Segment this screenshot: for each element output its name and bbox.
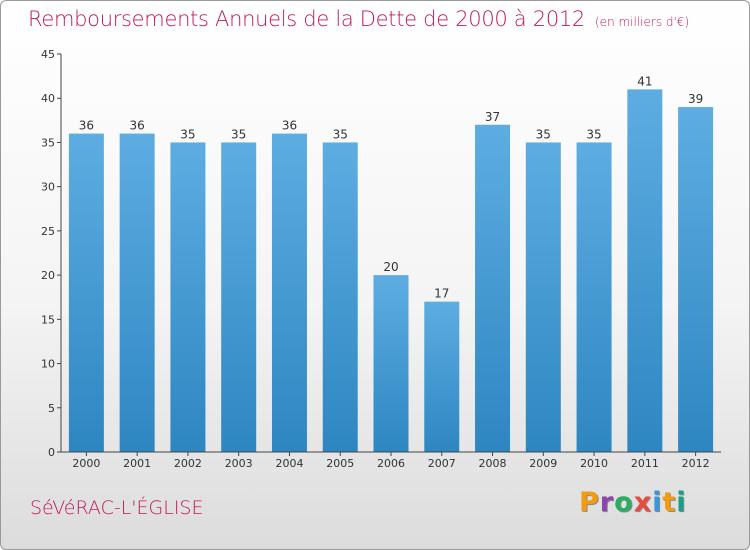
bar-2004 [271, 133, 307, 452]
bar-value-label: 36 [282, 119, 297, 133]
commune-name: SéVéRAC-L'ÉGLISE [30, 497, 204, 519]
x-tick-label: 2012 [682, 457, 710, 470]
bar-value-label: 20 [383, 260, 398, 274]
y-tick-label: 35 [41, 136, 55, 149]
bar-value-label: 39 [688, 92, 703, 106]
bar-value-label: 35 [536, 127, 551, 141]
y-tick-label: 30 [41, 181, 55, 194]
bar-value-label: 35 [231, 127, 246, 141]
bar-2006 [373, 275, 409, 452]
y-tick-label: 20 [41, 269, 55, 282]
bar-2012 [678, 107, 714, 453]
x-tick-label: 2009 [529, 457, 557, 470]
x-tick-label: 2010 [580, 457, 608, 470]
x-tick-label: 2007 [428, 457, 456, 470]
x-tick-label: 2002 [174, 457, 202, 470]
x-tick-label: 2011 [631, 457, 659, 470]
bar-value-label: 35 [333, 127, 348, 141]
y-tick-label: 45 [41, 48, 55, 61]
x-tick-label: 2000 [72, 457, 100, 470]
bar-2010 [576, 142, 612, 452]
logo-letter: t [662, 487, 677, 518]
chart-title-text: Remboursements Annuels de la Dette de 20… [28, 7, 585, 31]
logo-letter: o [614, 487, 634, 518]
bar-2001 [119, 133, 155, 452]
bar-value-label: 35 [586, 127, 601, 141]
chart-unit: (en milliers d'€) [595, 15, 690, 29]
y-tick-label: 25 [41, 225, 55, 238]
logo-letter: P [579, 487, 600, 518]
x-tick-label: 2005 [326, 457, 354, 470]
bar-value-label: 36 [79, 119, 94, 133]
logo-letter: i [652, 487, 663, 518]
bar-2008 [475, 124, 511, 452]
bar-2007 [424, 301, 460, 452]
x-tick-label: 2003 [225, 457, 253, 470]
proxiti-logo: Proxiti [579, 487, 687, 518]
bar-2003 [221, 142, 257, 452]
y-tick-label: 10 [41, 358, 55, 371]
y-tick-label: 40 [41, 92, 55, 105]
bar-value-label: 17 [434, 287, 449, 301]
bar-2002 [170, 142, 206, 452]
logo-letter: i [676, 487, 687, 518]
x-tick-label: 2008 [479, 457, 507, 470]
y-tick-label: 0 [48, 446, 55, 459]
y-tick-label: 5 [48, 402, 55, 415]
x-tick-label: 2001 [123, 457, 151, 470]
bar-value-label: 41 [637, 74, 652, 88]
bar-value-label: 36 [130, 119, 145, 133]
chart-title: Remboursements Annuels de la Dette de 20… [28, 7, 689, 31]
bar-2011 [627, 89, 663, 452]
logo-letter: r [599, 487, 615, 518]
x-tick-label: 2006 [377, 457, 405, 470]
y-tick-label: 15 [41, 313, 55, 326]
bar-2000 [68, 133, 104, 452]
logo-letter: x [633, 487, 653, 518]
bar-value-label: 37 [485, 110, 500, 124]
bar-2005 [322, 142, 358, 452]
x-tick-label: 2004 [275, 457, 303, 470]
bar-value-label: 35 [180, 127, 195, 141]
bar-2009 [525, 142, 561, 452]
